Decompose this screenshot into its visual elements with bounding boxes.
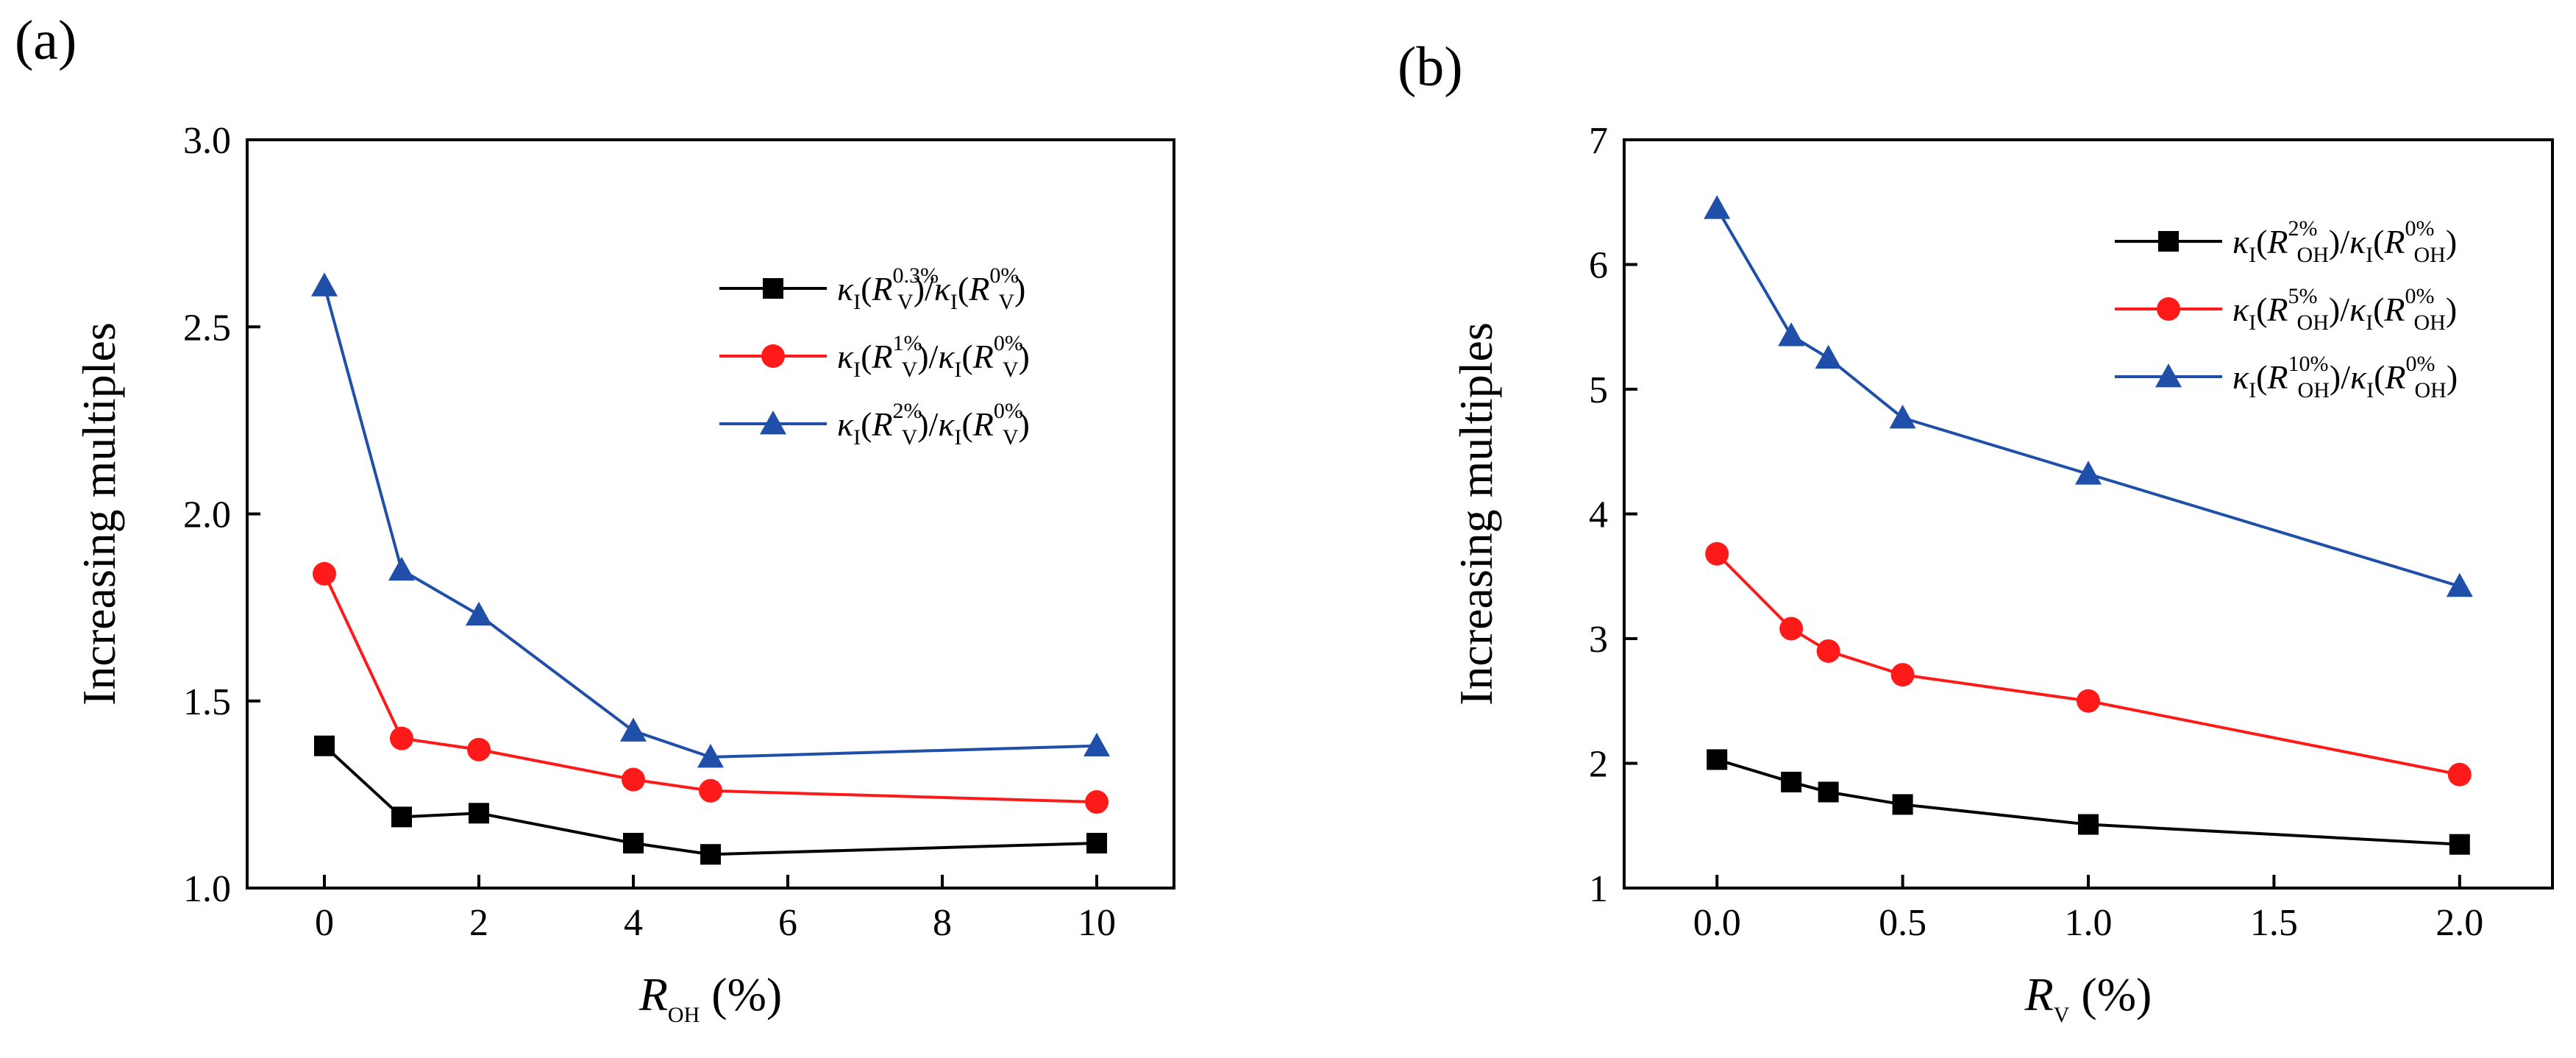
legend-entry-3: κI(R10% OH)/κI(R0% OH) (2115, 352, 2458, 402)
y-tick-label: 7 (1589, 120, 1608, 162)
legend-label: κI(R10% OH)/κI(R0% OH) (2232, 352, 2458, 402)
series-3 (311, 272, 1110, 768)
series-3-point (1084, 732, 1110, 757)
series-1-point (1892, 794, 1913, 815)
series-1-point (1707, 749, 1728, 770)
legend-label: κI(R0.3% V)/κI(R0% V) (837, 263, 1025, 314)
y-tick-label: 2.0 (183, 494, 231, 536)
x-tick-label: 0 (315, 902, 334, 944)
legend-label: κI(R2% OH)/κI(R0% OH) (2232, 216, 2457, 267)
series-3-point (2446, 572, 2473, 597)
series-1-point (2449, 834, 2470, 855)
series-1-line (323, 745, 1097, 856)
series-2-point (467, 737, 491, 761)
series-2-point (2447, 762, 2472, 787)
series-2-point (2077, 689, 2100, 713)
y-tick-label: 1.0 (183, 868, 231, 910)
series-3-point (466, 601, 492, 626)
series-3-point (1889, 404, 1916, 429)
legend-label: κI(R5% OH)/κI(R0% OH) (2232, 284, 2457, 335)
y-tick-label: 2 (1589, 744, 1608, 786)
series-1-point (314, 735, 335, 756)
y-tick-label: 3.0 (183, 120, 231, 162)
series-2-point (1705, 542, 1729, 566)
series-3-point (1815, 344, 1842, 369)
series-2-point (699, 778, 722, 803)
series-2-point (1890, 663, 1915, 687)
series-3-point (311, 272, 338, 297)
series-1-point (2078, 814, 2099, 835)
legend-marker (2157, 297, 2180, 321)
y-tick-label: 1.5 (183, 681, 231, 723)
y-tick-label: 1 (1589, 868, 1608, 910)
y-tick-label: 2.5 (183, 307, 231, 349)
series-2 (313, 561, 1109, 814)
series-1 (314, 735, 1107, 865)
series-3-line (1715, 207, 2461, 588)
series-1-point (623, 832, 644, 853)
series-3-point (1704, 195, 1731, 219)
x-tick-label: 1.5 (2250, 902, 2298, 944)
series-2-line (323, 573, 1097, 804)
series-3-point (697, 744, 724, 768)
series-1-line (1716, 758, 2460, 846)
x-tick-label: 1.0 (2065, 902, 2113, 944)
x-tick-label: 10 (1078, 902, 1116, 944)
x-tick-label: 8 (933, 902, 952, 944)
series-3-point (2075, 461, 2102, 485)
series-1-point (469, 803, 489, 824)
x-tick-label: 0.0 (1693, 902, 1741, 944)
series-3-point (620, 717, 647, 742)
series-1-point (700, 844, 721, 865)
legend-marker (760, 411, 786, 435)
series-2-point (1816, 639, 1840, 663)
legend-entry-3: κI(R2% V)/κI(R0% V) (719, 399, 1030, 450)
y-axis-title: Increasing multiples (73, 322, 125, 706)
series-2-point (1085, 790, 1109, 814)
legend-marker (761, 344, 785, 368)
panel-b: (b) 0.0 0.5 1.0 1.5 2.0 1 2 3 4 5 6 7 RV (%) Increasin… (1398, 36, 2554, 1027)
series-1-point (1781, 771, 1802, 792)
series-1 (1707, 749, 2470, 855)
legend-label: κI(R1% V)/κI(R0% V) (837, 331, 1030, 382)
legend-marker (763, 278, 783, 299)
legend-label: κI(R2% V)/κI(R0% V) (837, 399, 1030, 450)
panel-label: (b) (1398, 36, 1463, 98)
x-axis-title: ROH (%) (638, 968, 782, 1027)
legend-marker (2158, 231, 2179, 252)
legend-marker (2155, 363, 2182, 388)
x-tick-label: 2 (469, 902, 488, 944)
series-2 (1705, 542, 2472, 787)
series-2-point (1779, 617, 1804, 641)
x-tick-label: 0.5 (1879, 902, 1926, 944)
x-tick-label: 2.0 (2436, 902, 2483, 944)
series-3 (1704, 195, 2473, 597)
series-2-point (390, 726, 413, 750)
series-1-point (391, 806, 412, 828)
series-3-point (1778, 322, 1805, 347)
series-1-point (1818, 781, 1839, 803)
y-tick-label: 5 (1589, 369, 1608, 411)
legend-entry-2: κI(R5% OH)/κI(R0% OH) (2115, 284, 2457, 335)
series-2-point (313, 561, 336, 586)
y-tick-label: 3 (1589, 619, 1608, 661)
series-2-point (622, 767, 645, 792)
x-tick-label: 4 (624, 902, 643, 944)
series-1-point (1086, 832, 1107, 853)
legend-entry-1: κI(R2% OH)/κI(R0% OH) (2115, 216, 2457, 267)
legend-entry-1: κI(R0.3% V)/κI(R0% V) (719, 263, 1025, 314)
panel-a: (a) 0 2 4 6 8 10 1.0 1.5 2.0 2.5 3.0 ROH (%) Increasi… (15, 10, 1175, 1027)
y-axis-title: Increasing multiples (1450, 322, 1502, 706)
y-tick-label: 4 (1589, 494, 1608, 536)
y-tick-label: 6 (1589, 245, 1608, 287)
x-axis-title: RV (%) (2024, 968, 2152, 1027)
x-tick-label: 6 (778, 902, 797, 944)
legend-entry-2: κI(R1% V)/κI(R0% V) (719, 331, 1030, 382)
series-3-line (323, 285, 1097, 759)
series-2-line (1715, 553, 2461, 776)
series-3-point (388, 556, 415, 581)
panel-label: (a) (15, 10, 77, 71)
